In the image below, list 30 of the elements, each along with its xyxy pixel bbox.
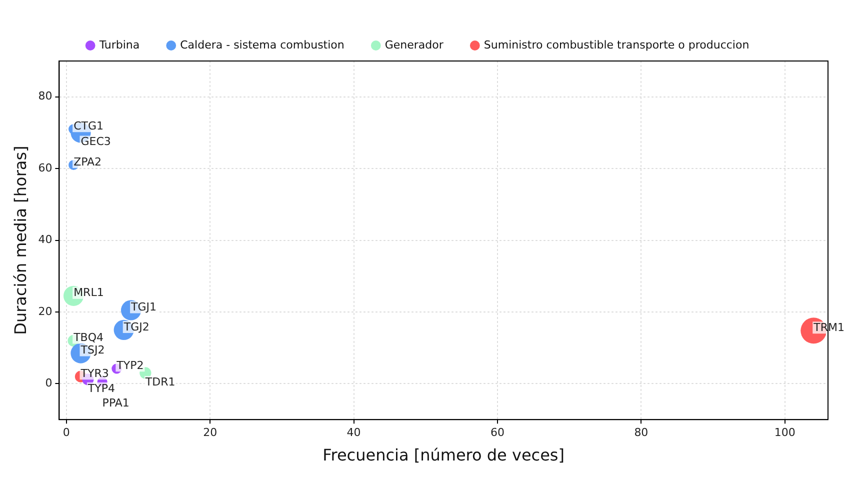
annotation: ZPA2: [74, 155, 102, 168]
legend-label: Suministro combustible transporte o produccion: [484, 38, 750, 52]
annotation: TDR1: [144, 375, 176, 388]
annotation: MRL1: [74, 286, 104, 300]
legend-label: Generador: [384, 38, 444, 52]
y-tick-label: 40: [38, 233, 52, 246]
annotation: PPA1: [102, 396, 130, 410]
x-tick-label: 100: [774, 426, 796, 440]
x-axis-title: Frecuencia [número de veces]: [322, 446, 565, 465]
annotation: TBQ4: [72, 331, 104, 344]
annotation: CTG1: [74, 119, 104, 132]
annotation: TYP2: [116, 359, 144, 372]
legend-label: Caldera - sistema combustion: [180, 38, 344, 52]
annotation: GEC3: [80, 135, 111, 148]
x-tick-label: 20: [203, 426, 218, 440]
annotation: TSJ2: [80, 344, 105, 357]
x-tick-label: 60: [490, 426, 504, 440]
annotation: TYR3: [80, 366, 109, 380]
x-tick-label: 80: [634, 426, 648, 440]
y-tick-label: 80: [38, 90, 52, 103]
y-axis-title: Duración media [horas]: [10, 146, 30, 335]
y-tick-label: 60: [38, 161, 52, 174]
annotation: TYP4: [86, 382, 116, 395]
x-tick-label: 40: [346, 426, 361, 440]
annotation: TGJ1: [130, 300, 157, 314]
y-tick-label: 20: [38, 304, 52, 318]
x-tick-label: 0: [62, 426, 70, 440]
legend-label: Turbina: [98, 38, 140, 52]
annotation: TGJ2: [122, 320, 150, 334]
y-tick-label: 0: [45, 376, 52, 390]
